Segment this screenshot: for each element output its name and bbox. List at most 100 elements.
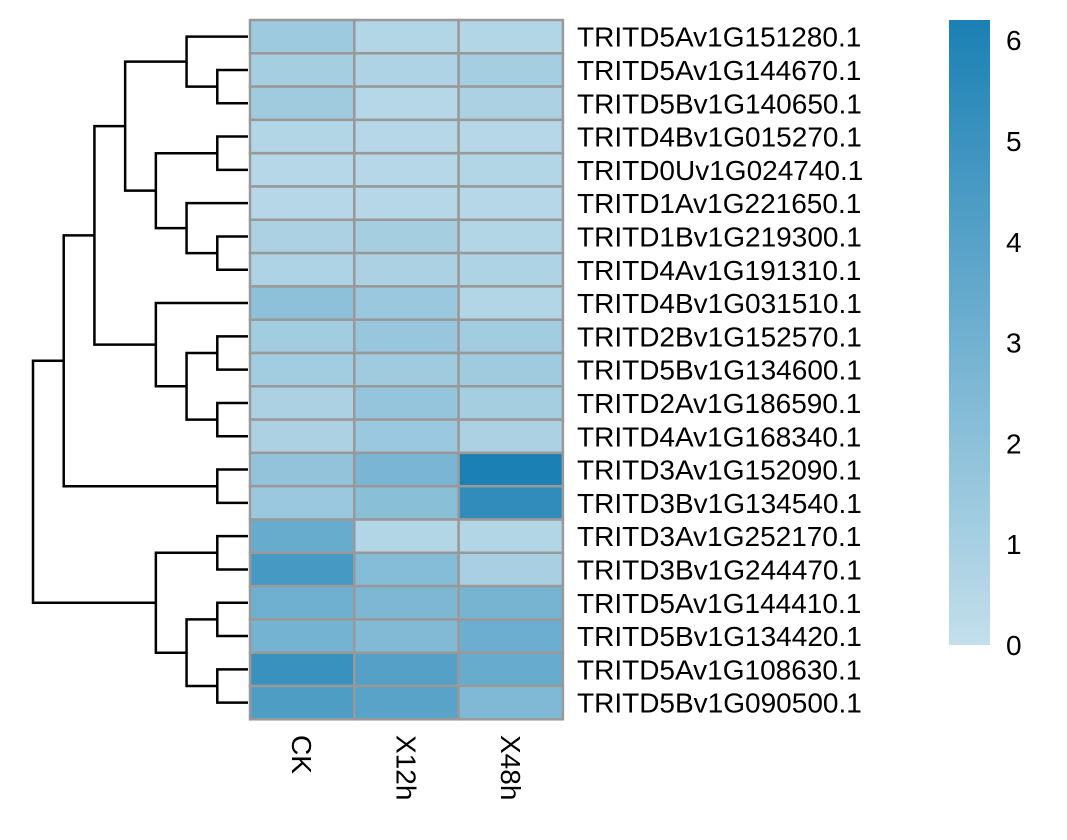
heatmap-cell — [353, 118, 460, 155]
heatmap-cell — [353, 618, 460, 654]
heatmap-cell — [457, 551, 565, 588]
heatmap-cell — [353, 418, 460, 455]
heatmap-cell — [457, 52, 565, 88]
heatmap-cell — [248, 385, 356, 421]
heatmap-cell — [248, 351, 356, 388]
heatmap-cell — [353, 52, 460, 88]
dendrogram-branch — [185, 351, 218, 421]
dendrogram-branch — [216, 534, 248, 571]
row-label: TRITD4Bv1G031510.1 — [577, 288, 862, 319]
heatmap-cell — [457, 351, 565, 388]
heatmap-cell — [457, 418, 565, 455]
heatmap-cell — [457, 218, 565, 255]
heatmap-cell — [248, 584, 356, 621]
column-label: X12h — [390, 735, 421, 800]
column-labels: CK X12h X48h — [286, 735, 526, 800]
row-label: TRITD4Av1G191310.1 — [577, 255, 861, 286]
heatmap-cell — [353, 518, 460, 555]
dendrogram-branch — [216, 335, 248, 371]
heatmap-cell — [457, 251, 565, 288]
heatmap-cell — [457, 651, 565, 688]
dendrogram-branch — [216, 235, 248, 271]
dendrogram-branch — [123, 60, 187, 192]
heatmap-cell — [248, 618, 356, 654]
dendrogram-branch — [185, 618, 218, 688]
row-label: TRITD3Av1G152090.1 — [577, 455, 861, 486]
row-label: TRITD1Av1G221650.1 — [577, 188, 861, 219]
colorbar-tick-label: 2 — [1006, 428, 1022, 459]
heatmap-cell — [248, 285, 356, 321]
colorbar-tick-label: 6 — [1006, 25, 1022, 56]
heatmap-cell — [248, 52, 356, 88]
heatmap-cell — [248, 418, 356, 455]
heatmap-cell — [353, 185, 460, 222]
heatmap-cell — [457, 451, 565, 488]
heatmap-cell — [248, 318, 356, 355]
heatmap-cell — [457, 18, 565, 55]
row-label: TRITD4Bv1G015270.1 — [577, 122, 862, 153]
heatmap-cell — [353, 218, 460, 255]
heatmap-cell — [457, 684, 565, 721]
row-label: TRITD3Av1G252170.1 — [577, 521, 861, 552]
heatmap-cell — [353, 318, 460, 355]
heatmap-cell — [248, 551, 356, 588]
heatmap-cell — [353, 18, 460, 55]
heatmap-cell — [457, 151, 565, 188]
heatmap-cell — [457, 318, 565, 355]
heatmap-cell — [353, 551, 460, 588]
heatmap-cell — [457, 518, 565, 555]
dendrogram-branch — [216, 68, 248, 105]
row-label: TRITD5Av1G144410.1 — [577, 588, 861, 619]
heatmap-cell — [353, 584, 460, 621]
heatmap-cell — [248, 451, 356, 488]
heatmap-cell — [457, 118, 565, 155]
heatmap-cell — [248, 651, 356, 688]
heatmap-cell — [457, 285, 565, 321]
colorbar-gradient — [949, 20, 990, 645]
row-label: TRITD5Bv1G090500.1 — [577, 688, 862, 719]
colorbar-tick-label: 1 — [1006, 529, 1022, 560]
row-label: TRITD5Av1G151280.1 — [577, 22, 861, 53]
colorbar-legend: 0 1 2 3 4 5 6 — [949, 20, 1022, 661]
heatmap-cell — [353, 385, 460, 421]
heatmap-cell — [248, 218, 356, 255]
row-label: TRITD1Bv1G219300.1 — [577, 221, 862, 252]
colorbar-tick-label: 5 — [1006, 126, 1022, 157]
heatmap-cell — [457, 185, 565, 222]
colorbar-tick-label: 3 — [1006, 328, 1022, 359]
heatmap-cell — [353, 484, 460, 521]
heatmap-cell — [248, 151, 356, 188]
dendrogram-branch — [93, 124, 156, 346]
heatmap-cell — [353, 85, 460, 122]
row-label: TRITD5Av1G108630.1 — [577, 654, 861, 685]
row-label: TRITD5Bv1G140650.1 — [577, 88, 862, 119]
heatmap-cells — [248, 18, 565, 721]
heatmap-cell — [248, 251, 356, 288]
heatmap-cell — [457, 618, 565, 654]
heatmap-cell — [248, 118, 356, 155]
heatmap-cell — [248, 85, 356, 122]
row-dendrogram — [31, 35, 248, 704]
row-labels: TRITD5Av1G151280.1TRITD5Av1G144670.1TRIT… — [577, 22, 863, 719]
heatmap-cell — [353, 684, 460, 721]
row-label: TRITD2Av1G186590.1 — [577, 388, 861, 419]
heatmap-cell — [457, 584, 565, 621]
dendrogram-branch — [216, 468, 248, 505]
dendrogram-branch — [216, 668, 248, 704]
heatmap-cell — [353, 251, 460, 288]
row-label: TRITD5Av1G144670.1 — [577, 55, 861, 86]
dendrogram-branch — [216, 135, 248, 172]
row-label: TRITD3Bv1G244470.1 — [577, 554, 862, 585]
dendrogram-branch — [154, 301, 248, 388]
row-label: TRITD5Bv1G134600.1 — [577, 355, 862, 386]
heatmap-cell — [248, 518, 356, 555]
row-label: TRITD4Av1G168340.1 — [577, 421, 861, 452]
heatmap-cell — [353, 285, 460, 321]
column-label: CK — [286, 735, 317, 774]
row-label: TRITD3Bv1G134540.1 — [577, 488, 862, 519]
heatmap-cell — [353, 651, 460, 688]
heatmap-cell — [457, 85, 565, 122]
heatmap-cell — [248, 185, 356, 222]
heatmap-cell — [353, 351, 460, 388]
